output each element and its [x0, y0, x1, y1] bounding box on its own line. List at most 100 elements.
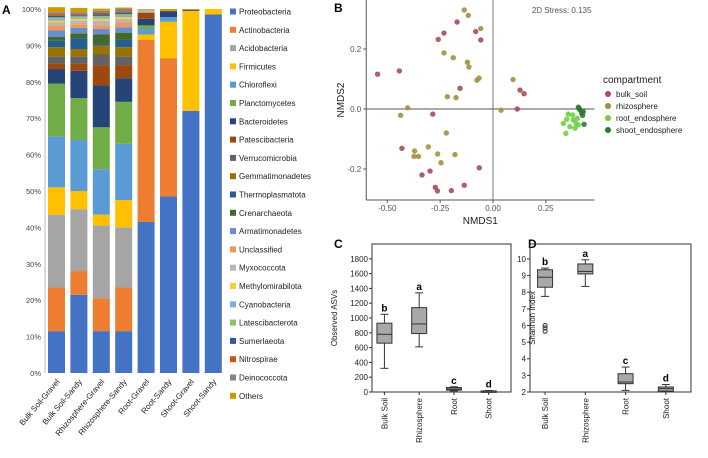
bar-segment-sumerlaeota: [115, 12, 133, 15]
legend-label: Acidobacteria: [239, 44, 288, 53]
legend-label: Bacteroidetes: [239, 117, 288, 126]
legend-label: rhizosphere: [616, 102, 658, 111]
y-tick-label: 0: [364, 388, 369, 397]
bar-segment-proteobacteria: [160, 196, 177, 373]
legend-label: bulk_soil: [616, 90, 647, 99]
point-rhizosphere: [453, 94, 459, 101]
bar-segment-armatimonadetes: [115, 27, 133, 33]
bar-segment-nitrospirae: [70, 14, 88, 16]
y-tick-label: 5: [522, 338, 527, 347]
bar-segment-nitrospirae: [48, 14, 65, 16]
bar-segment-planctomycetes: [115, 101, 133, 144]
bar-segment-methylomirabilota: [115, 17, 133, 19]
box: [376, 322, 393, 344]
legend-label: Deinococcota: [239, 374, 288, 383]
y-tick-label: 1600: [350, 270, 368, 279]
bar-segment-firmicutes: [70, 191, 88, 210]
bar-segment-armatimonadetes: [70, 27, 88, 34]
bar-segment-crenarchaeota: [92, 34, 110, 44]
point-root_endosphere: [575, 122, 582, 128]
point-bulk_soil: [454, 19, 460, 25]
panel-label: B: [334, 1, 343, 15]
legend-swatch: [230, 63, 236, 70]
bar-segment-planctomycetes: [48, 83, 65, 137]
y-tick-label: 60%: [26, 151, 41, 160]
bar-segment-deinococcota: [115, 9, 133, 12]
significance-letter: c: [623, 356, 629, 367]
legend-marker: [605, 127, 611, 133]
y-tick-label: 70%: [26, 114, 41, 123]
point-rhizosphere: [476, 75, 482, 81]
bar-segment-patescibacteria: [92, 65, 110, 86]
bar-segment-firmicutes: [48, 187, 65, 215]
bar-segment-proteobacteria: [115, 331, 133, 373]
point-bulk_soil: [521, 91, 527, 97]
bar-segment-firmicutes: [137, 34, 155, 40]
point-bulk_soil: [472, 28, 479, 35]
bar-segment-crenarchaeota: [115, 32, 133, 40]
bar-segment-unclassified: [70, 24, 88, 28]
x-tick-label: Root: [450, 397, 459, 415]
box: [617, 373, 634, 385]
bar-segment-acidobacteria: [92, 225, 110, 299]
bar-segment-nitrospirae: [92, 13, 110, 15]
y-tick-label: 0.2: [350, 45, 362, 54]
legend-swatch: [230, 264, 236, 271]
y-tick-label: 1800: [350, 255, 368, 264]
bar-segment-myxococcota: [48, 22, 65, 26]
legend-label: Proteobacteria: [239, 8, 292, 17]
bar-segment-proteobacteria: [70, 294, 88, 373]
bar-segment-proteobacteria: [182, 110, 200, 374]
point-bulk_soil: [514, 106, 521, 112]
legend-label: Unclassified: [239, 245, 282, 254]
legend-swatch: [230, 283, 236, 289]
bar-segment-sumerlaeota: [48, 15, 65, 18]
bar-segment-planctomycetes: [137, 25, 155, 30]
point-bulk_soil: [396, 68, 403, 74]
point-root_endosphere: [565, 111, 571, 117]
bar-segment-cyanobacteria: [70, 17, 88, 19]
bar-segment-others: [160, 9, 177, 11]
legend-swatch: [230, 100, 236, 106]
legend-label: shoot_endosphere: [616, 126, 683, 135]
panel-label: A: [2, 3, 11, 17]
y-tick-label: 6: [522, 321, 527, 330]
legend-label: Latescibacterota: [239, 319, 298, 328]
bar-segment-thermoplasmatota: [115, 39, 133, 48]
y-tick-label: 30%: [26, 260, 41, 269]
legend-marker: [605, 91, 611, 97]
y-axis-title: Observed ASVs: [330, 290, 339, 346]
point-bulk_soil: [434, 188, 441, 194]
point-bulk_soil: [427, 168, 433, 174]
bar-segment-actinobacteria: [48, 287, 65, 332]
bar-segment-verrucomicrobia: [115, 56, 133, 66]
y-tick-label: 1400: [350, 284, 368, 293]
bar-segment-nitrospirae: [115, 11, 133, 13]
bar-segment-bacteroidetes: [48, 69, 65, 84]
bar-segment-others: [70, 7, 88, 13]
bar-segment-proteobacteria: [204, 14, 222, 374]
legend-label: Myxococcota: [239, 264, 286, 273]
point-rhizosphere: [452, 151, 458, 158]
legend-label: Verrucomicrobia: [239, 154, 297, 163]
bar-segment-acidobacteria: [70, 209, 88, 272]
point-bulk_soil: [419, 172, 425, 178]
bar-segment-bacteroidetes: [160, 11, 177, 18]
bar-segment-gemmatimonadetes: [48, 47, 65, 57]
bar-segment-others: [137, 9, 155, 10]
bar-segment-bacteroidetes: [137, 18, 155, 26]
panel-label: C: [334, 237, 343, 251]
bar-segment-cyanobacteria: [92, 17, 110, 19]
y-tick-label: 4: [522, 355, 527, 364]
legend-swatch: [230, 301, 236, 308]
bar-segment-acidobacteria: [48, 214, 65, 288]
legend-swatch: [230, 26, 236, 33]
point-rhizosphere: [434, 151, 441, 157]
point-rhizosphere: [461, 7, 467, 13]
bar-segment-firmicutes: [115, 200, 133, 228]
bar-segment-methylomirabilota: [92, 18, 110, 21]
bar-segment-others: [48, 7, 65, 13]
y-axis-title: NMDS2: [336, 82, 347, 117]
bar-segment-others: [92, 8, 110, 11]
